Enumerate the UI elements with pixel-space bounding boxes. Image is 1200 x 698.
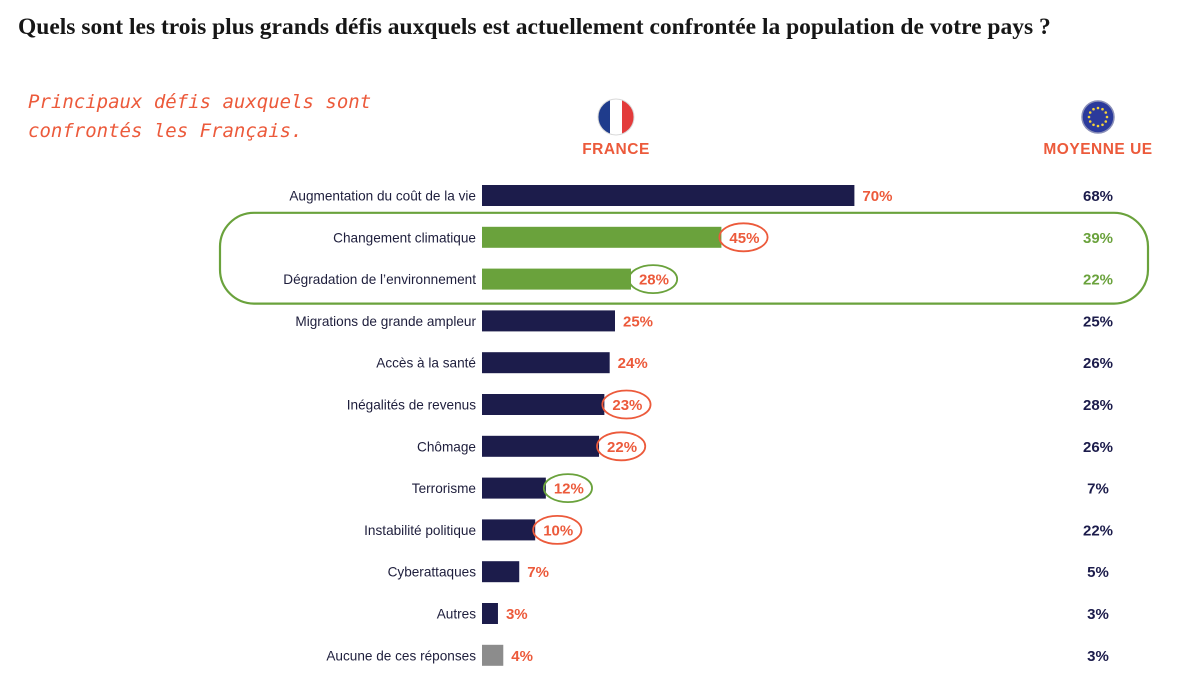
eu-value-label: 68% — [1083, 188, 1113, 205]
france-value-label: 12% — [554, 481, 584, 498]
eu-star — [1096, 124, 1100, 128]
eu-star — [1104, 111, 1108, 114]
france-bar — [482, 644, 504, 666]
france-value-label: 45% — [729, 230, 759, 247]
france-value-label: 70% — [862, 188, 892, 205]
france-bar — [482, 226, 722, 248]
france-value-label: 10% — [543, 522, 573, 539]
eu-column-header: MOYENNE UE — [1043, 141, 1153, 158]
page-question: Quels sont les trois plus grands défis a… — [18, 14, 1051, 40]
france-value-label: 23% — [612, 397, 642, 414]
france-bar — [482, 185, 855, 206]
category-label: Chômage — [417, 439, 476, 454]
category-label: Augmentation du coût de la vie — [289, 189, 476, 204]
eu-star — [1092, 107, 1095, 111]
eu-value-label: 22% — [1083, 522, 1113, 539]
eu-value-label: 3% — [1087, 606, 1109, 623]
value-circle — [532, 515, 583, 545]
france-bar — [482, 310, 615, 332]
value-circle — [596, 431, 647, 462]
category-label: Changement climatique — [333, 230, 476, 245]
france-bar — [482, 268, 631, 290]
france-bar — [482, 394, 605, 415]
france-value-label: 24% — [618, 355, 648, 372]
france-value-label: 22% — [607, 439, 637, 456]
france-bar — [482, 435, 600, 457]
france-value-label: 28% — [639, 272, 669, 289]
eu-star — [1104, 120, 1108, 123]
category-label: Dégradation de l’environnement — [283, 272, 476, 287]
category-label: Instabilité politique — [364, 523, 476, 538]
france-flag-icon — [597, 98, 635, 136]
category-label: Aucune de ces réponses — [326, 648, 476, 663]
france-value-label: 4% — [511, 648, 533, 665]
value-circle — [628, 264, 679, 295]
eu-star — [1088, 111, 1092, 114]
eu-flag-icon — [1081, 100, 1115, 134]
subtitle-line-1: Principaux défis auxquels sont — [28, 91, 372, 113]
eu-value-label: 26% — [1083, 355, 1113, 372]
eu-value-label: 39% — [1083, 230, 1113, 247]
eu-value-label: 5% — [1087, 564, 1109, 581]
france-value-label: 3% — [506, 606, 528, 623]
eu-value-label: 7% — [1087, 481, 1109, 498]
eu-star — [1087, 115, 1091, 119]
eu-star — [1101, 123, 1104, 127]
eu-value-label: 26% — [1083, 439, 1113, 456]
france-column-header: FRANCE — [582, 141, 650, 158]
category-label: Autres — [437, 607, 476, 622]
eu-star — [1105, 115, 1109, 119]
france-bar — [482, 603, 498, 624]
eu-value-label: 28% — [1083, 397, 1113, 414]
category-label: Cyberattaques — [388, 565, 477, 580]
highlight-outline — [218, 211, 1150, 305]
eu-star — [1096, 106, 1100, 110]
category-label: Accès à la santé — [376, 356, 476, 371]
chart-subtitle: Principaux défis auxquels sont confronté… — [28, 88, 428, 146]
france-value-label: 25% — [623, 313, 653, 330]
subtitle-line-2: confrontés les Français. — [28, 120, 303, 142]
eu-star — [1092, 123, 1095, 127]
eu-star — [1088, 120, 1092, 123]
france-bar — [482, 519, 536, 541]
france-bar — [482, 561, 520, 583]
value-circle — [542, 473, 593, 504]
france-bar — [482, 352, 610, 374]
eu-star — [1101, 107, 1104, 111]
france-value-label: 7% — [527, 564, 549, 581]
category-label: Terrorisme — [412, 481, 476, 496]
category-label: Migrations de grande ampleur — [295, 314, 476, 329]
value-circle — [601, 389, 652, 420]
france-bar — [482, 477, 546, 499]
category-label: Inégalités de revenus — [347, 398, 476, 413]
value-circle — [718, 222, 769, 253]
eu-value-label: 22% — [1083, 272, 1113, 289]
eu-value-label: 3% — [1087, 648, 1109, 665]
eu-value-label: 25% — [1083, 313, 1113, 330]
